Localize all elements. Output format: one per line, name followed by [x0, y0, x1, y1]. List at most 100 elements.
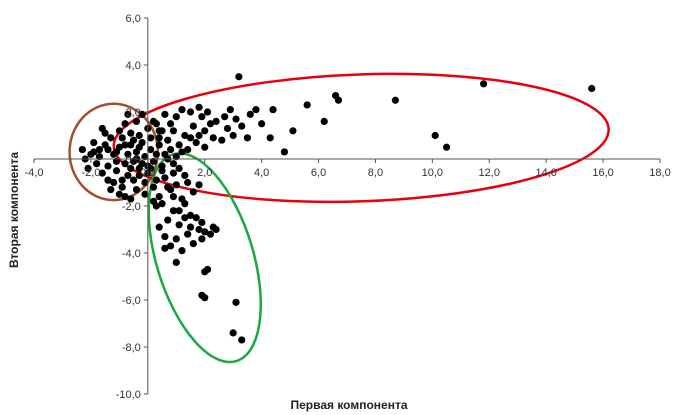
data-point	[186, 223, 195, 231]
data-point	[238, 336, 246, 344]
data-point	[118, 176, 126, 184]
data-point	[192, 138, 200, 147]
data-point	[147, 134, 155, 142]
data-point	[172, 153, 180, 161]
data-point	[206, 230, 215, 238]
data-point	[186, 108, 195, 116]
data-point	[198, 113, 206, 121]
data-point	[252, 106, 260, 114]
x-tick-label: 4,0	[254, 167, 269, 179]
data-point	[104, 176, 112, 184]
data-point	[127, 164, 135, 172]
data-point	[169, 207, 178, 215]
data-point	[218, 136, 226, 144]
data-point	[152, 176, 160, 184]
data-point	[201, 268, 209, 276]
data-point	[184, 146, 192, 154]
data-point	[149, 117, 158, 125]
data-point	[135, 131, 143, 140]
data-point	[155, 193, 163, 201]
data-point	[147, 146, 155, 154]
data-point	[149, 183, 158, 191]
data-point	[232, 298, 240, 306]
data-point	[155, 134, 163, 142]
data-point	[121, 141, 129, 149]
data-point	[161, 110, 169, 118]
data-point	[107, 134, 115, 142]
data-point	[303, 101, 311, 109]
data-point	[127, 129, 135, 137]
y-tick-label: -6,0	[122, 295, 141, 307]
y-tick-label: -10,0	[116, 389, 141, 401]
y-axis-title: Вторая компонента	[7, 152, 21, 268]
data-point	[212, 117, 220, 125]
data-point	[246, 110, 254, 118]
data-point	[186, 211, 195, 219]
data-point	[178, 148, 186, 156]
data-point	[147, 164, 155, 172]
data-point	[118, 183, 126, 191]
data-point	[192, 214, 200, 222]
data-point	[169, 193, 178, 201]
data-point	[166, 242, 175, 250]
data-point	[135, 143, 143, 151]
data-point	[181, 214, 189, 222]
data-point	[84, 164, 92, 172]
data-point	[181, 131, 189, 140]
data-point	[391, 96, 399, 104]
data-point	[195, 103, 203, 111]
data-point	[121, 120, 129, 128]
data-point	[269, 106, 277, 114]
data-point	[112, 157, 121, 165]
data-point	[201, 294, 209, 302]
data-point	[141, 178, 149, 187]
data-point	[181, 200, 189, 208]
data-point	[172, 235, 180, 243]
x-tick-label: 18,0	[649, 167, 670, 179]
data-point	[127, 195, 135, 203]
data-point	[115, 190, 123, 198]
data-point	[221, 113, 229, 121]
data-point	[161, 232, 169, 241]
y-tick-label: -2,0	[122, 201, 141, 213]
data-point	[195, 225, 203, 234]
data-point	[181, 171, 189, 180]
data-point	[175, 207, 183, 215]
data-point	[166, 120, 175, 128]
data-point	[121, 160, 129, 168]
data-point	[161, 244, 169, 252]
data-point	[169, 127, 178, 135]
data-point	[104, 162, 112, 170]
data-point	[107, 185, 115, 194]
y-tick-label: 2,0	[126, 107, 141, 119]
data-point	[98, 169, 106, 177]
data-point	[206, 120, 215, 128]
data-point	[201, 228, 209, 236]
x-tick-label: -2,0	[81, 167, 100, 179]
cluster-ellipse-red	[112, 72, 610, 204]
data-point	[149, 197, 158, 205]
x-tick-label: 0,0	[140, 167, 155, 179]
data-point	[243, 134, 252, 142]
data-point	[186, 134, 195, 142]
tick-labels: -4,0 -2,0 0,0 2,0 4,0 6,0 8,0 10,0 12,0 14,0 16,0 1…	[25, 13, 671, 401]
data-point	[431, 131, 439, 140]
x-tick-label: 12,0	[479, 167, 500, 179]
data-point	[442, 143, 451, 151]
data-point	[155, 127, 163, 135]
data-point	[184, 230, 192, 238]
data-point	[110, 178, 118, 187]
data-point	[198, 235, 206, 243]
axes	[33, 17, 661, 395]
x-tick-label: 10,0	[422, 167, 443, 179]
data-point	[124, 110, 132, 118]
data-point	[588, 84, 596, 93]
cluster-ellipse-green	[147, 152, 263, 364]
data-point	[164, 136, 172, 144]
data-point	[209, 134, 217, 142]
data-point	[198, 218, 206, 227]
data-point	[238, 122, 246, 130]
data-point	[175, 141, 183, 149]
data-points	[78, 73, 596, 344]
data-point	[175, 221, 183, 229]
